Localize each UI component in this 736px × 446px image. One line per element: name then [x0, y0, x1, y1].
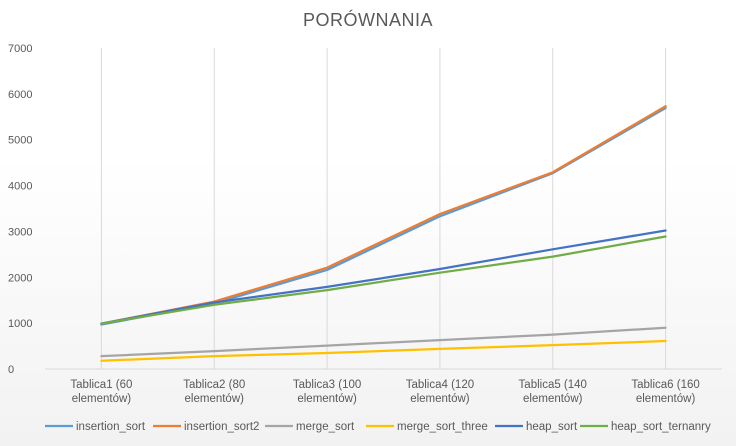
x-tick-label: Tablica1 (60 elementów) [70, 379, 132, 405]
series-line-insertion-sort [100, 106, 667, 326]
y-tick-label: 5000 [8, 135, 32, 147]
legend-label: merge_sort_three [397, 421, 488, 433]
y-tick-label: 7000 [8, 43, 32, 55]
y-tick-label: 1000 [8, 318, 32, 330]
legend-label: heap_sort [526, 421, 578, 433]
chart-title: PORÓWNANIA [302, 10, 433, 30]
series-line-merge-sort-three [100, 339, 667, 362]
series-line-insertion-sort2 [100, 105, 667, 325]
legend-label: insertion_sort2 [184, 421, 259, 433]
y-tick-label: 0 [8, 364, 14, 376]
y-tick-label: 6000 [8, 89, 32, 101]
x-tick-label: Tablica3 (100 elementów) [293, 379, 361, 405]
y-tick-label: 2000 [8, 272, 32, 284]
legend-label: heap_sort_ternanry [611, 421, 711, 433]
x-tick-label: Tablica4 (120 elementów) [406, 379, 474, 405]
series-line-heap-sort [100, 229, 667, 325]
x-tick-label: Tablica2 (80 elementów) [183, 379, 245, 405]
y-tick-label: 3000 [8, 226, 32, 238]
x-tick-label: Tablica6 (160 elementów) [631, 379, 699, 405]
y-tick-label: 4000 [8, 181, 32, 193]
series-line-merge-sort [100, 326, 667, 358]
series-line-heap-sort-ternanry [100, 235, 667, 325]
x-tick-label: Tablica5 (140 elementów) [519, 379, 587, 405]
legend-label: insertion_sort [76, 421, 146, 433]
legend-label: merge_sort [296, 421, 355, 433]
